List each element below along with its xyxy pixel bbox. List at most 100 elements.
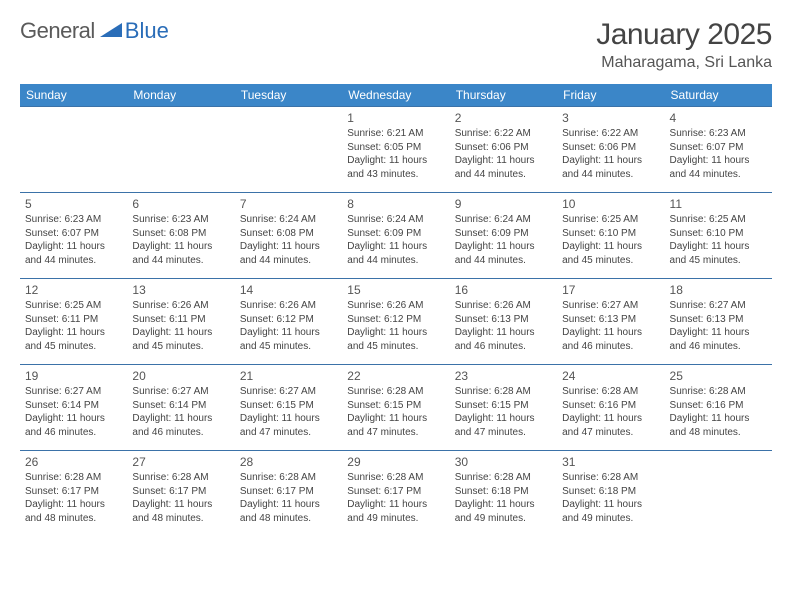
sunrise-line: Sunrise: 6:27 AM bbox=[25, 385, 122, 399]
day-number: 31 bbox=[562, 454, 659, 470]
day-number: 6 bbox=[132, 196, 229, 212]
sunrise-line: Sunrise: 6:25 AM bbox=[562, 213, 659, 227]
sunset-line: Sunset: 6:11 PM bbox=[25, 313, 122, 327]
day-number: 23 bbox=[455, 368, 552, 384]
logo: General Blue bbox=[20, 18, 169, 44]
day-number: 30 bbox=[455, 454, 552, 470]
calendar-day-cell: 23Sunrise: 6:28 AMSunset: 6:15 PMDayligh… bbox=[450, 365, 557, 451]
day-number: 17 bbox=[562, 282, 659, 298]
sunrise-line: Sunrise: 6:24 AM bbox=[240, 213, 337, 227]
calendar-day-cell: 1Sunrise: 6:21 AMSunset: 6:05 PMDaylight… bbox=[342, 107, 449, 193]
daylight-line: Daylight: 11 hours and 47 minutes. bbox=[347, 412, 444, 439]
day-number: 25 bbox=[670, 368, 767, 384]
sunrise-line: Sunrise: 6:26 AM bbox=[347, 299, 444, 313]
weekday-header: Tuesday bbox=[235, 84, 342, 107]
daylight-line: Daylight: 11 hours and 49 minutes. bbox=[455, 498, 552, 525]
sunrise-line: Sunrise: 6:28 AM bbox=[562, 471, 659, 485]
day-number: 16 bbox=[455, 282, 552, 298]
day-number: 29 bbox=[347, 454, 444, 470]
calendar-day-cell: 9Sunrise: 6:24 AMSunset: 6:09 PMDaylight… bbox=[450, 193, 557, 279]
sunrise-line: Sunrise: 6:23 AM bbox=[25, 213, 122, 227]
daylight-line: Daylight: 11 hours and 44 minutes. bbox=[240, 240, 337, 267]
day-number: 2 bbox=[455, 110, 552, 126]
weekday-header-row: SundayMondayTuesdayWednesdayThursdayFrid… bbox=[20, 84, 772, 107]
sunset-line: Sunset: 6:13 PM bbox=[455, 313, 552, 327]
sunrise-line: Sunrise: 6:28 AM bbox=[670, 385, 767, 399]
calendar-day-cell: 29Sunrise: 6:28 AMSunset: 6:17 PMDayligh… bbox=[342, 451, 449, 537]
calendar-day-cell: 31Sunrise: 6:28 AMSunset: 6:18 PMDayligh… bbox=[557, 451, 664, 537]
day-number: 5 bbox=[25, 196, 122, 212]
calendar-empty-cell bbox=[665, 451, 772, 537]
daylight-line: Daylight: 11 hours and 44 minutes. bbox=[132, 240, 229, 267]
day-number: 20 bbox=[132, 368, 229, 384]
calendar-day-cell: 4Sunrise: 6:23 AMSunset: 6:07 PMDaylight… bbox=[665, 107, 772, 193]
day-number: 4 bbox=[670, 110, 767, 126]
day-number: 15 bbox=[347, 282, 444, 298]
calendar-row: 26Sunrise: 6:28 AMSunset: 6:17 PMDayligh… bbox=[20, 451, 772, 537]
sunset-line: Sunset: 6:08 PM bbox=[240, 227, 337, 241]
sunset-line: Sunset: 6:18 PM bbox=[562, 485, 659, 499]
day-number: 28 bbox=[240, 454, 337, 470]
sunrise-line: Sunrise: 6:28 AM bbox=[455, 385, 552, 399]
sunrise-line: Sunrise: 6:28 AM bbox=[25, 471, 122, 485]
weekday-header: Sunday bbox=[20, 84, 127, 107]
sunset-line: Sunset: 6:13 PM bbox=[562, 313, 659, 327]
daylight-line: Daylight: 11 hours and 46 minutes. bbox=[670, 326, 767, 353]
day-number: 1 bbox=[347, 110, 444, 126]
sunset-line: Sunset: 6:18 PM bbox=[455, 485, 552, 499]
sunset-line: Sunset: 6:08 PM bbox=[132, 227, 229, 241]
sunrise-line: Sunrise: 6:28 AM bbox=[132, 471, 229, 485]
day-number: 11 bbox=[670, 196, 767, 212]
day-number: 14 bbox=[240, 282, 337, 298]
daylight-line: Daylight: 11 hours and 46 minutes. bbox=[132, 412, 229, 439]
day-number: 24 bbox=[562, 368, 659, 384]
sunset-line: Sunset: 6:17 PM bbox=[347, 485, 444, 499]
daylight-line: Daylight: 11 hours and 44 minutes. bbox=[455, 240, 552, 267]
calendar-day-cell: 17Sunrise: 6:27 AMSunset: 6:13 PMDayligh… bbox=[557, 279, 664, 365]
calendar-day-cell: 16Sunrise: 6:26 AMSunset: 6:13 PMDayligh… bbox=[450, 279, 557, 365]
sunset-line: Sunset: 6:12 PM bbox=[347, 313, 444, 327]
daylight-line: Daylight: 11 hours and 45 minutes. bbox=[132, 326, 229, 353]
sunset-line: Sunset: 6:14 PM bbox=[25, 399, 122, 413]
daylight-line: Daylight: 11 hours and 49 minutes. bbox=[562, 498, 659, 525]
sunset-line: Sunset: 6:15 PM bbox=[240, 399, 337, 413]
calendar-grid: SundayMondayTuesdayWednesdayThursdayFrid… bbox=[20, 84, 772, 537]
daylight-line: Daylight: 11 hours and 45 minutes. bbox=[25, 326, 122, 353]
header: General Blue January 2025 Maharagama, Sr… bbox=[20, 18, 772, 72]
weekday-header: Thursday bbox=[450, 84, 557, 107]
sunset-line: Sunset: 6:06 PM bbox=[562, 141, 659, 155]
calendar-day-cell: 30Sunrise: 6:28 AMSunset: 6:18 PMDayligh… bbox=[450, 451, 557, 537]
daylight-line: Daylight: 11 hours and 44 minutes. bbox=[670, 154, 767, 181]
day-number: 27 bbox=[132, 454, 229, 470]
sunset-line: Sunset: 6:10 PM bbox=[670, 227, 767, 241]
daylight-line: Daylight: 11 hours and 47 minutes. bbox=[240, 412, 337, 439]
calendar-day-cell: 21Sunrise: 6:27 AMSunset: 6:15 PMDayligh… bbox=[235, 365, 342, 451]
sunset-line: Sunset: 6:07 PM bbox=[25, 227, 122, 241]
sunset-line: Sunset: 6:06 PM bbox=[455, 141, 552, 155]
sunrise-line: Sunrise: 6:23 AM bbox=[132, 213, 229, 227]
sunrise-line: Sunrise: 6:28 AM bbox=[562, 385, 659, 399]
sunrise-line: Sunrise: 6:28 AM bbox=[347, 385, 444, 399]
calendar-empty-cell bbox=[20, 107, 127, 193]
calendar-day-cell: 10Sunrise: 6:25 AMSunset: 6:10 PMDayligh… bbox=[557, 193, 664, 279]
sunrise-line: Sunrise: 6:23 AM bbox=[670, 127, 767, 141]
sunset-line: Sunset: 6:09 PM bbox=[347, 227, 444, 241]
calendar-day-cell: 18Sunrise: 6:27 AMSunset: 6:13 PMDayligh… bbox=[665, 279, 772, 365]
daylight-line: Daylight: 11 hours and 45 minutes. bbox=[240, 326, 337, 353]
title-block: January 2025 Maharagama, Sri Lanka bbox=[596, 18, 772, 72]
calendar-row: 19Sunrise: 6:27 AMSunset: 6:14 PMDayligh… bbox=[20, 365, 772, 451]
daylight-line: Daylight: 11 hours and 48 minutes. bbox=[670, 412, 767, 439]
sunset-line: Sunset: 6:15 PM bbox=[455, 399, 552, 413]
day-number: 18 bbox=[670, 282, 767, 298]
calendar-day-cell: 6Sunrise: 6:23 AMSunset: 6:08 PMDaylight… bbox=[127, 193, 234, 279]
sunrise-line: Sunrise: 6:22 AM bbox=[455, 127, 552, 141]
calendar-day-cell: 3Sunrise: 6:22 AMSunset: 6:06 PMDaylight… bbox=[557, 107, 664, 193]
daylight-line: Daylight: 11 hours and 44 minutes. bbox=[455, 154, 552, 181]
sunset-line: Sunset: 6:16 PM bbox=[562, 399, 659, 413]
daylight-line: Daylight: 11 hours and 47 minutes. bbox=[455, 412, 552, 439]
sunset-line: Sunset: 6:12 PM bbox=[240, 313, 337, 327]
sunrise-line: Sunrise: 6:24 AM bbox=[455, 213, 552, 227]
daylight-line: Daylight: 11 hours and 45 minutes. bbox=[562, 240, 659, 267]
location: Maharagama, Sri Lanka bbox=[596, 54, 772, 72]
calendar-row: 5Sunrise: 6:23 AMSunset: 6:07 PMDaylight… bbox=[20, 193, 772, 279]
